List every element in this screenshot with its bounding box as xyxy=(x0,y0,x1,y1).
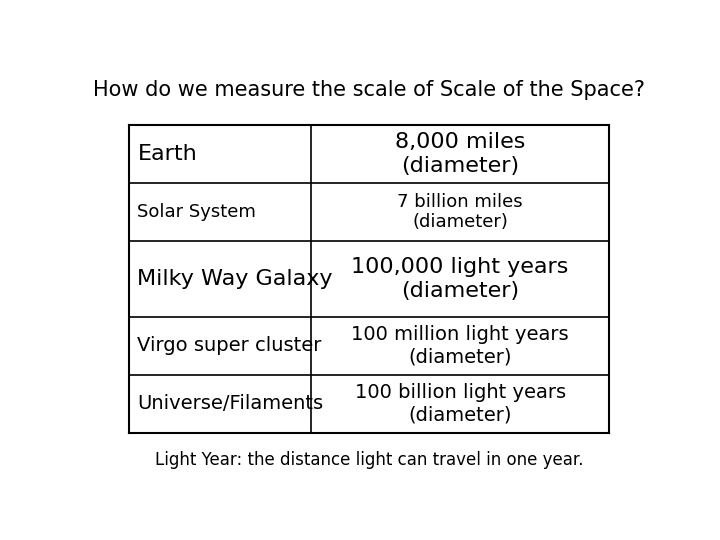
Text: Milky Way Galaxy: Milky Way Galaxy xyxy=(138,269,333,289)
Text: 100 million light years
(diameter): 100 million light years (diameter) xyxy=(351,325,569,366)
Text: Light Year: the distance light can travel in one year.: Light Year: the distance light can trave… xyxy=(155,451,583,469)
Text: Universe/Filaments: Universe/Filaments xyxy=(138,394,323,413)
Text: Solar System: Solar System xyxy=(138,203,256,221)
Text: How do we measure the scale of Scale of the Space?: How do we measure the scale of Scale of … xyxy=(93,80,645,100)
Text: 8,000 miles
(diameter): 8,000 miles (diameter) xyxy=(395,132,526,176)
Text: Earth: Earth xyxy=(138,144,197,164)
Text: 100 billion light years
(diameter): 100 billion light years (diameter) xyxy=(355,383,566,424)
Text: Virgo super cluster: Virgo super cluster xyxy=(138,336,322,355)
Text: 100,000 light years
(diameter): 100,000 light years (diameter) xyxy=(351,258,569,301)
Text: 7 billion miles
(diameter): 7 billion miles (diameter) xyxy=(397,193,523,232)
